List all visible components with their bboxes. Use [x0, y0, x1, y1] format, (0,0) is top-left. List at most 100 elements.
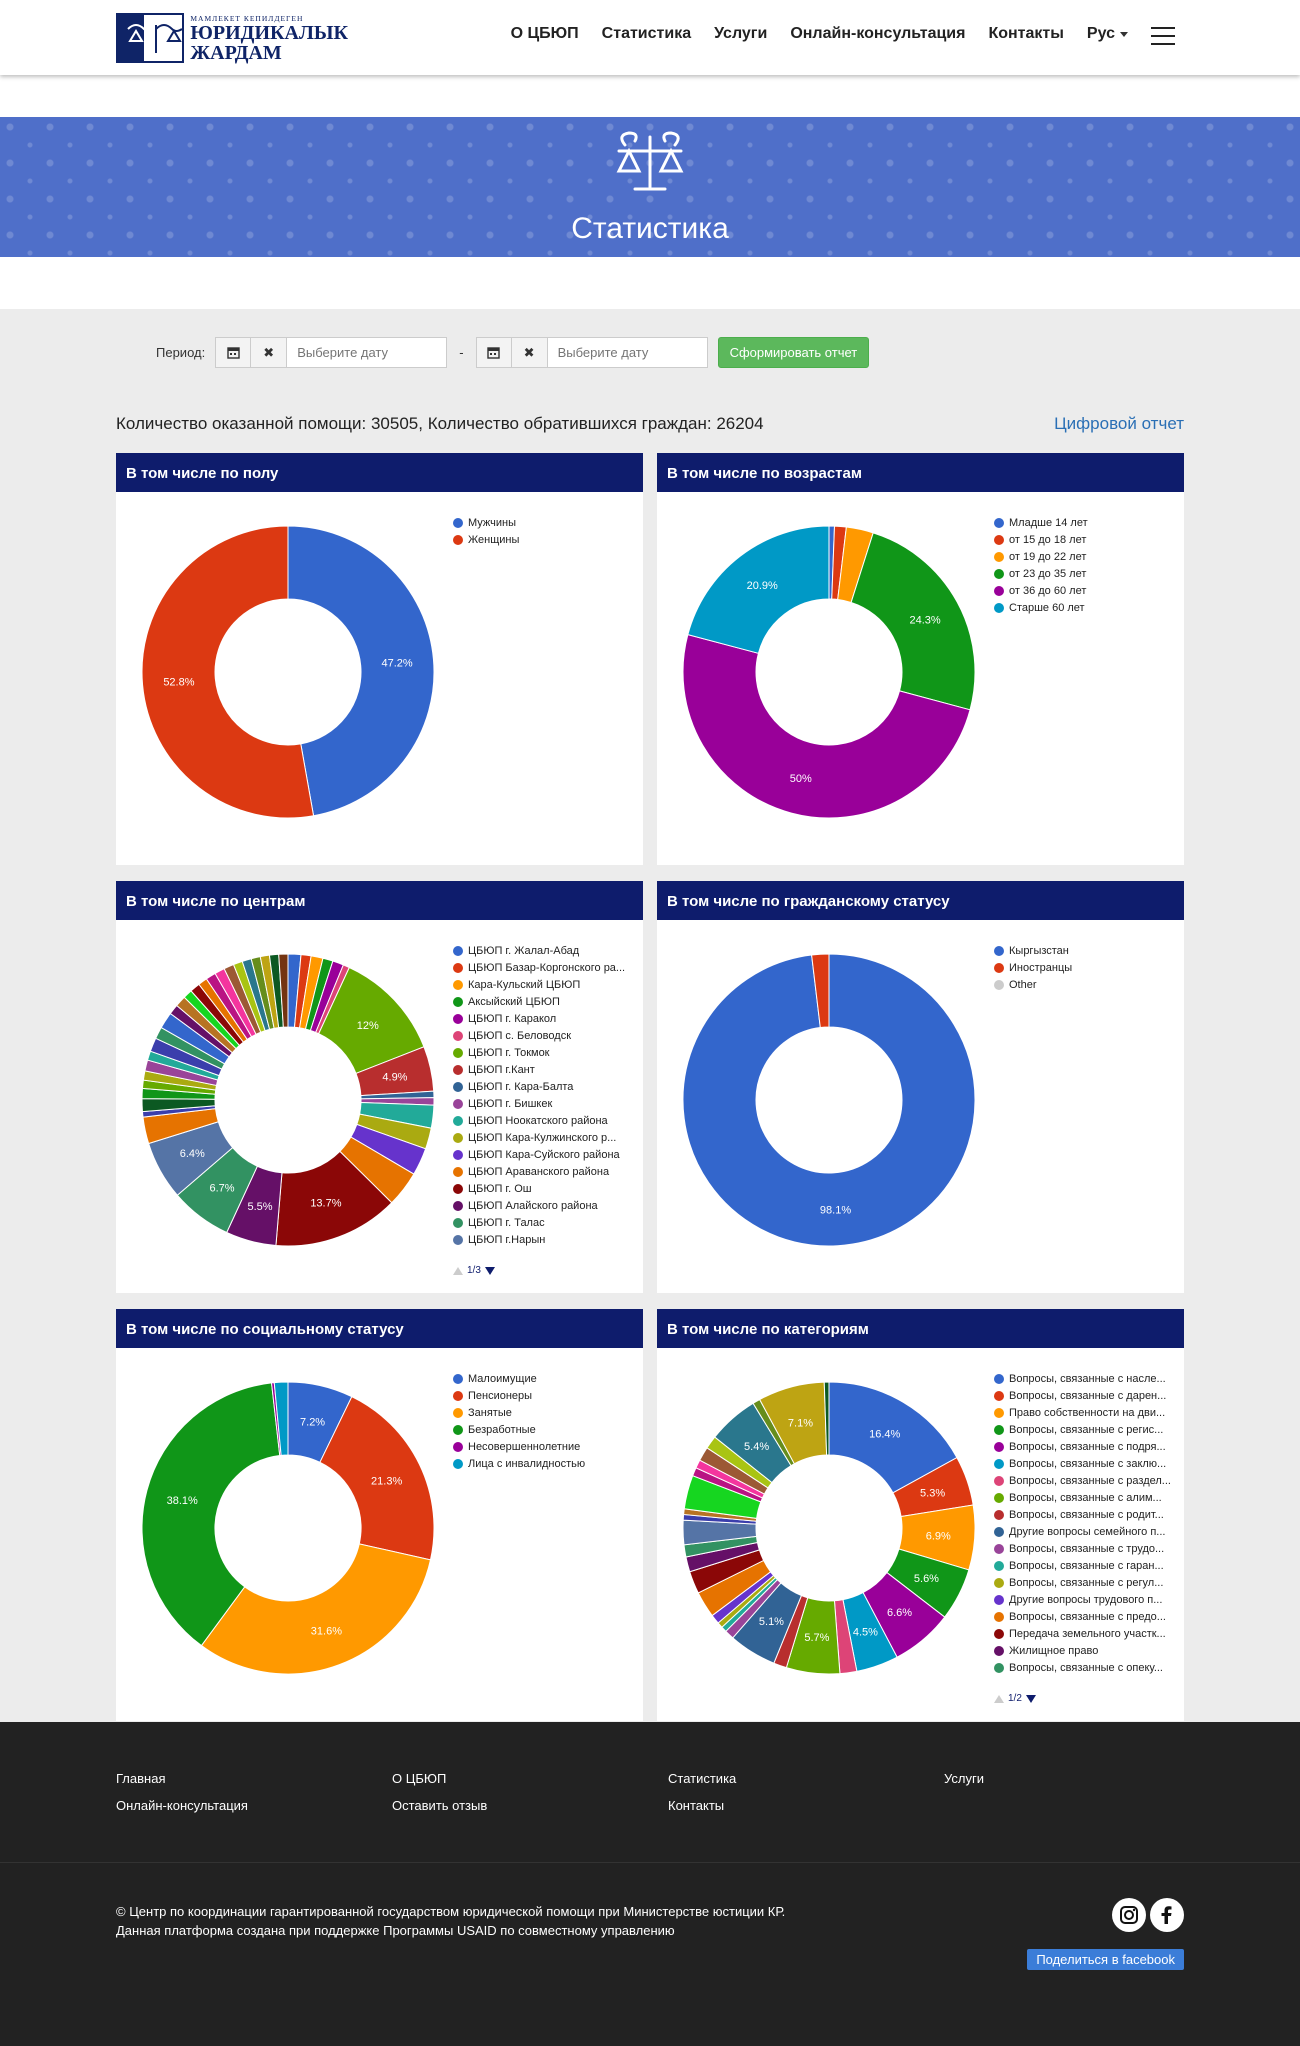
- legend-item[interactable]: ЦБЮП г. Токмок: [453, 1044, 625, 1061]
- legend-item[interactable]: ЦБЮП Кара-Суйского района: [453, 1146, 625, 1163]
- footer-link-about[interactable]: О ЦБЮП: [392, 1771, 447, 1786]
- legend-item[interactable]: Вопросы, связанные с регис...: [994, 1421, 1171, 1438]
- legend-item[interactable]: Женщины: [453, 531, 519, 548]
- legend-item[interactable]: Другие вопросы семейного п...: [994, 1523, 1171, 1540]
- pager-next-icon[interactable]: [1025, 1694, 1036, 1703]
- legend-item[interactable]: Старше 60 лет: [994, 599, 1088, 616]
- footer-link-home[interactable]: Главная: [116, 1771, 166, 1786]
- pager-prev-icon[interactable]: [994, 1694, 1004, 1703]
- legend-item[interactable]: ЦБЮП г. Ош: [453, 1180, 625, 1197]
- legend-item[interactable]: ЦБЮП г.Нарын: [453, 1231, 625, 1248]
- pager-next-icon[interactable]: [484, 1266, 495, 1275]
- legend-item[interactable]: ЦБЮП Ноокатского района: [453, 1112, 625, 1129]
- legend-item[interactable]: Младше 14 лет: [994, 514, 1088, 531]
- legend-item[interactable]: Право собственности на дви...: [994, 1404, 1171, 1421]
- legend-item[interactable]: Кыргызстан: [994, 942, 1072, 959]
- legend-item[interactable]: ЦБЮП г.Кант: [453, 1061, 625, 1078]
- nav-about[interactable]: О ЦБЮП: [510, 25, 579, 42]
- legend-item[interactable]: Лица с инвалидностью: [453, 1455, 585, 1472]
- pie-slice[interactable]: [682, 634, 971, 819]
- pie-slice[interactable]: [682, 953, 976, 1247]
- legend-item[interactable]: ЦБЮП Кара-Кулжинского р...: [453, 1129, 625, 1146]
- legend-item[interactable]: Передача земельного участк...: [994, 1625, 1171, 1642]
- footer-link-services[interactable]: Услуги: [944, 1771, 984, 1786]
- pie-slice[interactable]: [287, 525, 435, 817]
- legend-item[interactable]: ЦБЮП г. Каракол: [453, 1010, 625, 1027]
- legend-item[interactable]: Вопросы, связанные с дарен...: [994, 1387, 1171, 1404]
- legend-item[interactable]: Вопросы, связанные с регул...: [994, 1574, 1171, 1591]
- legend-item[interactable]: от 19 до 22 лет: [994, 548, 1088, 565]
- date-to-input[interactable]: [547, 337, 708, 368]
- nav-services[interactable]: Услуги: [714, 25, 768, 42]
- legend-item[interactable]: Вопросы, связанные с насле...: [994, 1370, 1171, 1387]
- generate-report-button[interactable]: Сформировать отчет: [717, 337, 870, 368]
- footer-link-feedback[interactable]: Оставить отзыв: [392, 1798, 488, 1813]
- legend-item[interactable]: Кара-Кульский ЦБЮП: [453, 976, 625, 993]
- legend-item[interactable]: Вопросы, связанные с гаран...: [994, 1557, 1171, 1574]
- footer-link-statistics[interactable]: Статистика: [668, 1771, 737, 1786]
- legend-item[interactable]: Вопросы, связанные с предо...: [994, 1608, 1171, 1625]
- facebook-icon[interactable]: [1150, 1898, 1184, 1932]
- social-links: [1112, 1898, 1184, 1932]
- share-facebook-button[interactable]: Поделиться в facebook: [1027, 1949, 1184, 1970]
- footer-link-contacts[interactable]: Контакты: [668, 1798, 725, 1813]
- legend-item[interactable]: Малоимущие: [453, 1370, 585, 1387]
- legend-item[interactable]: Занятые: [453, 1404, 585, 1421]
- pie-slice[interactable]: [823, 1381, 830, 1456]
- date-from-input[interactable]: [287, 337, 448, 368]
- legend-item[interactable]: от 36 до 60 лет: [994, 582, 1088, 599]
- legend-item[interactable]: Вопросы, связанные с родит...: [994, 1506, 1171, 1523]
- calendar-to-button[interactable]: [475, 337, 512, 368]
- legend-item[interactable]: ЦБЮП г. Кара-Балта: [453, 1078, 625, 1095]
- pie-slice[interactable]: [273, 1381, 289, 1456]
- legend-item[interactable]: ЦБЮП с. Беловодск: [453, 1027, 625, 1044]
- legend-item[interactable]: Аксыйский ЦБЮП: [453, 993, 625, 1010]
- legend-item[interactable]: от 23 до 35 лет: [994, 565, 1088, 582]
- legend-item[interactable]: ЦБЮП г. Жалал-Абад: [453, 942, 625, 959]
- clear-to-button[interactable]: ✖: [511, 337, 548, 368]
- legend-item[interactable]: Вопросы, связанные с трудо...: [994, 1540, 1171, 1557]
- pie-slice[interactable]: [278, 953, 289, 1028]
- pie-slice[interactable]: [141, 1382, 281, 1647]
- legend-item[interactable]: ЦБЮП г. Бишкек: [453, 1095, 625, 1112]
- legend-item[interactable]: Вопросы, связанные с алим...: [994, 1489, 1171, 1506]
- legend-item[interactable]: Мужчины: [453, 514, 519, 531]
- clear-from-button[interactable]: ✖: [251, 337, 288, 368]
- pie-slice[interactable]: [828, 1381, 958, 1494]
- pie-slice[interactable]: [319, 1396, 435, 1561]
- nav-statistics[interactable]: Статистика: [601, 25, 692, 42]
- pie-slice[interactable]: [811, 953, 830, 1029]
- nav-contacts[interactable]: Контакты: [988, 25, 1064, 42]
- nav-online-consultation[interactable]: Онлайн-консультация: [790, 25, 966, 42]
- legend-item[interactable]: ЦБЮП г. Талас: [453, 1214, 625, 1231]
- instagram-icon[interactable]: [1112, 1898, 1146, 1932]
- legend-item[interactable]: Пенсионеры: [453, 1387, 585, 1404]
- legend-item[interactable]: от 15 до 18 лет: [994, 531, 1088, 548]
- slice-label: 5.7%: [804, 1632, 829, 1644]
- legend-item[interactable]: Вопросы, связанные с заклю...: [994, 1455, 1171, 1472]
- legend-item[interactable]: Other: [994, 976, 1072, 993]
- legend-item[interactable]: Другие вопросы трудового п...: [994, 1591, 1171, 1608]
- legend-item[interactable]: Несовершеннолетние: [453, 1438, 585, 1455]
- footer-link-consultation[interactable]: Онлайн-консультация: [116, 1798, 248, 1813]
- legend-item[interactable]: Иностранцы: [994, 959, 1072, 976]
- pager-prev-icon[interactable]: [453, 1266, 463, 1275]
- language-dropdown[interactable]: Рус: [1087, 25, 1128, 43]
- legend-item[interactable]: Жилищное право: [994, 1642, 1171, 1659]
- legend-item[interactable]: ЦБЮП Араванского района: [453, 1163, 625, 1180]
- legend-label: ЦБЮП г. Кара-Балта: [468, 1080, 574, 1093]
- pie-slice[interactable]: [850, 532, 976, 711]
- legend-item[interactable]: Вопросы, связанные с раздел...: [994, 1472, 1171, 1489]
- calendar-from-button[interactable]: [215, 337, 252, 368]
- pie-slice[interactable]: [141, 525, 315, 819]
- site-logo[interactable]: МАМЛЕКЕТ КЕПИЛДЕГЕН ЮРИДИКАЛЫК ЖАРДАМ: [116, 13, 348, 63]
- pie-slice[interactable]: [687, 525, 830, 654]
- legend-item[interactable]: ЦБЮП Алайского района: [453, 1197, 625, 1214]
- legend-item[interactable]: Вопросы, связанные с опеку...: [994, 1659, 1171, 1676]
- legend-item[interactable]: Вопросы, связанные с подря...: [994, 1438, 1171, 1455]
- legend-item[interactable]: Безработные: [453, 1421, 585, 1438]
- pie-slice[interactable]: [200, 1543, 432, 1675]
- digital-report-link[interactable]: Цифровой отчет: [1054, 414, 1184, 433]
- menu-icon[interactable]: [1151, 27, 1175, 45]
- legend-item[interactable]: ЦБЮП Базар-Коргонского ра...: [453, 959, 625, 976]
